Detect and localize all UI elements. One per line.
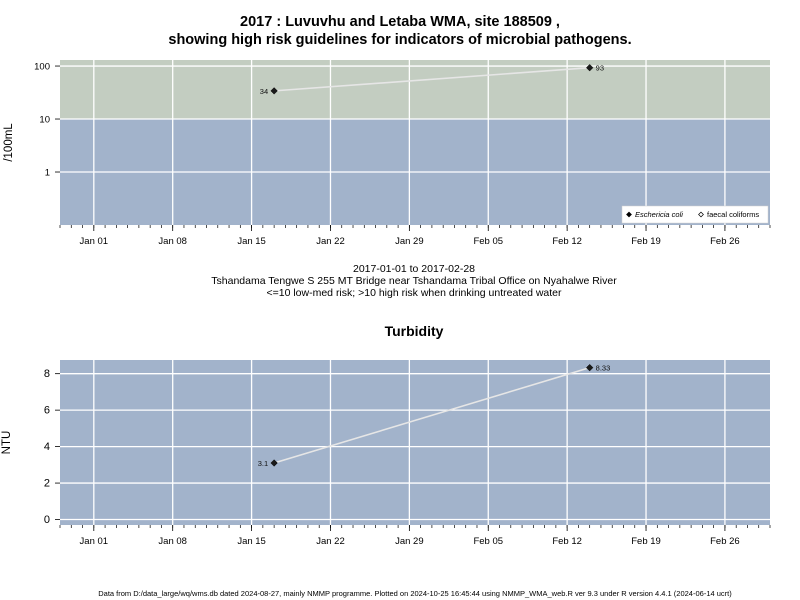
data-point bbox=[270, 87, 278, 95]
data-label: 34 bbox=[260, 87, 268, 96]
x-tick-label: Feb 19 bbox=[631, 536, 661, 547]
y-tick-label: 10 bbox=[39, 115, 50, 126]
data-label: 3.1 bbox=[258, 459, 268, 468]
turbidity-chart: Jan 01 Jan 08 Jan 15 Jan 22 Jan 29 Feb 05 Feb … bbox=[1, 360, 771, 547]
y-tick-label: 100 bbox=[34, 62, 50, 73]
y-tick-label: 6 bbox=[44, 405, 50, 417]
legend-label: Eschericia coli bbox=[635, 210, 683, 219]
y-axis-label: NTU bbox=[1, 431, 13, 455]
legend-box bbox=[621, 205, 769, 224]
x-tick-label: Feb 19 bbox=[631, 236, 661, 247]
x-tick-label: Jan 22 bbox=[316, 236, 345, 247]
series-line bbox=[273, 366, 590, 464]
y-tick-label: 4 bbox=[44, 441, 50, 453]
x-tick-label: Jan 15 bbox=[237, 236, 266, 247]
x-tick-label: Feb 26 bbox=[710, 236, 740, 247]
x-tick-label: Jan 01 bbox=[80, 236, 109, 247]
x-tick-label: Feb 12 bbox=[552, 236, 582, 247]
x-tick-label: Jan 01 bbox=[80, 536, 109, 547]
chart-title-line2: showing high risk guidelines for indicat… bbox=[168, 32, 632, 48]
x-tick-label: Feb 05 bbox=[473, 536, 503, 547]
y-tick-label: 1 bbox=[45, 168, 50, 179]
x-tick-label: Jan 15 bbox=[237, 536, 266, 547]
high-risk-band bbox=[60, 60, 770, 120]
date-range-caption: 2017-01-01 to 2017-02-28 bbox=[352, 263, 475, 275]
data-point bbox=[270, 459, 278, 467]
x-tick-label: Feb 12 bbox=[552, 536, 582, 547]
data-source-footer: Data from D:/data_large/wq/wms.db dated … bbox=[98, 589, 732, 598]
legend-label: faecal coliforms bbox=[707, 210, 759, 219]
y-tick-label: 0 bbox=[44, 514, 50, 526]
data-label: 93 bbox=[596, 64, 604, 73]
site-description-caption: Tshandama Tengwe S 255 MT Bridge near Ts… bbox=[211, 275, 617, 287]
chart-title-line1: 2017 : Luvuvhu and Letaba WMA, site 1885… bbox=[240, 14, 560, 30]
data-label: 8.33 bbox=[596, 364, 611, 373]
x-tick-label: Feb 26 bbox=[710, 536, 740, 547]
plot-background bbox=[60, 360, 770, 525]
y-tick-label: 8 bbox=[44, 368, 50, 380]
legend-marker-filled bbox=[626, 211, 632, 218]
y-tick-label: 2 bbox=[44, 478, 50, 490]
x-tick-label: Jan 22 bbox=[316, 536, 345, 547]
x-tick-label: Jan 08 bbox=[158, 236, 187, 247]
x-tick-label: Jan 29 bbox=[395, 536, 424, 547]
risk-guideline-caption: <=10 low-med risk; >10 high risk when dr… bbox=[266, 287, 562, 299]
ecoli-chart: Jan 01 Jan 08 Jan 15 Jan 22 Jan 29 Feb 05 Feb … bbox=[3, 60, 771, 247]
data-point bbox=[586, 64, 594, 72]
y-axis-label: /100mL bbox=[3, 123, 15, 162]
legend-marker-open bbox=[698, 211, 704, 218]
data-point bbox=[586, 364, 594, 372]
x-tick-label: Jan 08 bbox=[158, 536, 187, 547]
x-tick-label: Jan 29 bbox=[395, 236, 424, 247]
series-line bbox=[274, 66, 590, 92]
x-tick-label: Feb 05 bbox=[473, 236, 503, 247]
turbidity-title: Turbidity bbox=[384, 323, 444, 339]
